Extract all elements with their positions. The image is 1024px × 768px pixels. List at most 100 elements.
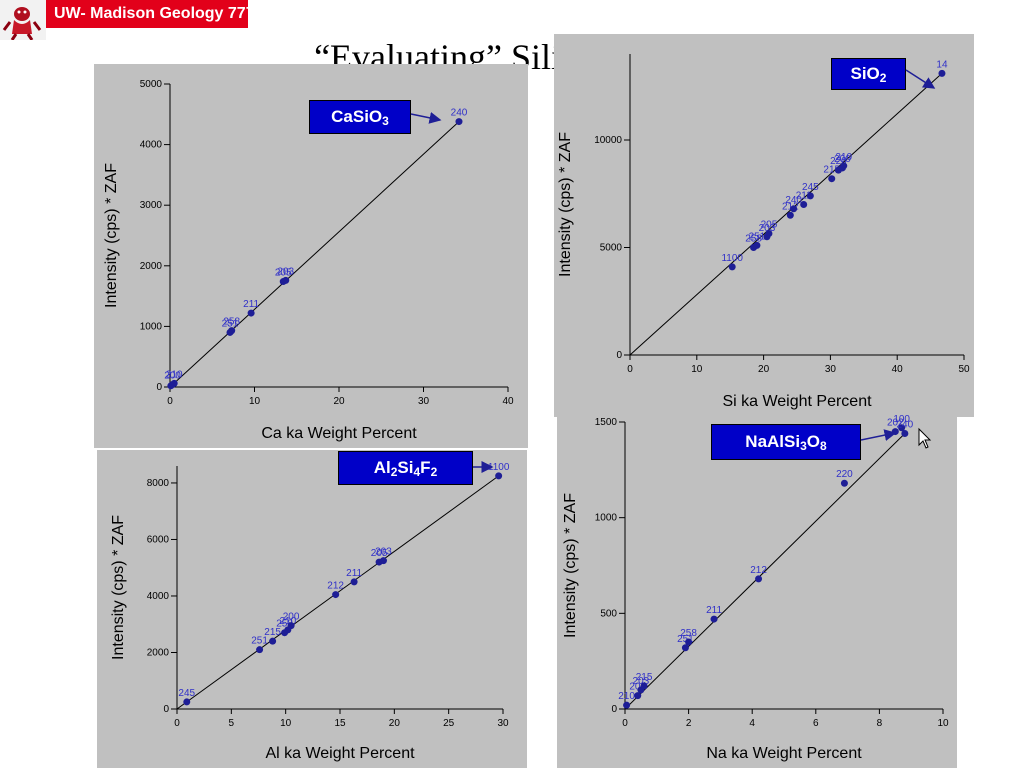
na-fit-line [624,433,906,710]
al-data-point [256,646,264,654]
na-data-point [640,682,648,690]
al-point-label: 205 [371,548,388,559]
na-x-tick-label: 8 [877,718,883,729]
si-point-label: 258 [745,234,762,245]
al-data-point [183,698,191,706]
ca-y-tick-label: 4000 [140,140,163,151]
na-y-tick-label: 0 [611,704,617,715]
na-x-tick-label: 2 [686,718,692,729]
ca-point-label: 205 [275,268,292,279]
na-y-tick-label: 500 [600,608,617,619]
si-data-point [840,162,848,170]
casio3-base: CaSiO [331,107,383,126]
na-data-point [623,701,631,709]
si-data-point [728,263,736,271]
al-y-tick-label: 6000 [147,534,170,545]
o-part: O [806,432,821,451]
si-fit-line [629,72,943,356]
si-y-tick-label: 5000 [600,243,623,254]
si-data-point [828,175,836,183]
ca-data-point [282,276,290,284]
al-point-label: 203 [375,547,392,558]
al-point-label: 212 [327,581,344,592]
si-sub: 4 [413,465,421,479]
na-data-point [685,638,693,646]
si-point-label: 215 [823,165,840,176]
label-sio2: SiO2 [831,58,906,90]
ca-point-label: 211 [243,299,259,310]
ca-x-tick-label: 0 [167,396,173,407]
al-point-label: 251 [251,636,268,647]
si-point-label: 1100 [721,253,743,264]
ca-x-axis-label: Ca ka Weight Percent [261,425,417,442]
na-point-label: 100 [893,414,910,425]
na-x-tick-label: 10 [937,718,949,729]
si-data-point [753,241,761,249]
al-x-tick-label: 5 [229,718,235,729]
ca-point-label: 210 [166,369,183,380]
si-data-point [765,230,773,238]
label-al2si4f2: Al2Si4F2 [338,451,473,485]
si-point-label: 212 [782,201,799,212]
o-sub: 8 [820,439,827,453]
na-point-label: 251 [677,634,694,645]
na-point-label: 203 [633,676,650,687]
al-data-point [287,622,295,630]
al-part: Al [373,458,391,477]
ca-y-axis-label: Intensity (cps) * ZAF [103,163,120,308]
si-x-tick-label: 50 [958,364,970,375]
chart-ca: 0 10 20 30 400100020003000400050002002102512… [103,79,514,442]
al-sub: 2 [390,465,398,479]
ca-point-label: 200 [164,371,181,382]
chart-na: 0 2 4 6 8 10050010001500210205203215251258211… [562,414,949,762]
al-x-tick-label: 30 [497,718,509,729]
chart-al: 0 5 10 15 20 25 30 0 2000 4000 6000 8000 245 25121525… [110,462,510,762]
al-y-tick-label: 4000 [147,591,170,602]
label-casio3: CaSiO3 [309,100,411,134]
al-point-label: 215 [264,627,281,638]
al-y-tick-label: 2000 [147,647,170,658]
al-x-tick-label: 15 [334,718,346,729]
si-data-point [806,192,814,200]
ca-x-tick-label: 20 [333,396,345,407]
si-x-tick-label: 20 [758,364,770,375]
naalsi-part: NaAlSi [745,432,801,451]
ca-data-point [247,309,255,317]
ca-y-tick-label: 1000 [140,321,163,332]
si-point-label: 205 [761,220,778,231]
al-data-point [269,637,277,645]
si-point-label: 211 [796,191,812,202]
si-point-label: 14 [936,59,948,70]
si-data-point [786,211,794,219]
si-point-label: 220 [830,156,847,167]
na-point-label: 210 [618,691,635,702]
ca-x-tick-label: 40 [502,396,514,407]
al-point-label: 210 [279,616,296,627]
al-point-label: 258 [276,619,293,630]
na-point-label: 258 [680,628,697,639]
ca-point-label: 203 [277,266,294,277]
na-data-point [710,615,718,623]
si-y-tick-label: 0 [616,350,622,361]
al-data-point [332,591,340,599]
si-point-label: 203 [759,223,776,234]
sio2-sub: 2 [879,71,887,85]
ca-data-point [170,379,178,387]
casio3-sub: 3 [382,114,389,128]
si-x-tick-label: 30 [825,364,837,375]
si-point-label: 245 [802,182,819,193]
course-banner: UW- Madison Geology 777 [46,0,255,28]
ca-y-tick-label: 3000 [140,200,163,211]
badger-mascot-icon [0,0,46,41]
na-data-point [634,692,642,700]
ca-data-point [228,327,236,335]
si-x-tick-label: 0 [627,364,633,375]
al-y-tick-label: 0 [163,704,169,715]
ca-point-label: 251 [222,318,239,329]
al-y-tick-label: 8000 [147,478,170,489]
sio2-base: SiO [850,64,880,83]
al-x-axis-label: Al ka Weight Percent [265,745,415,762]
si-x-tick-label: 10 [691,364,703,375]
si-point-label: 200 [834,154,851,165]
